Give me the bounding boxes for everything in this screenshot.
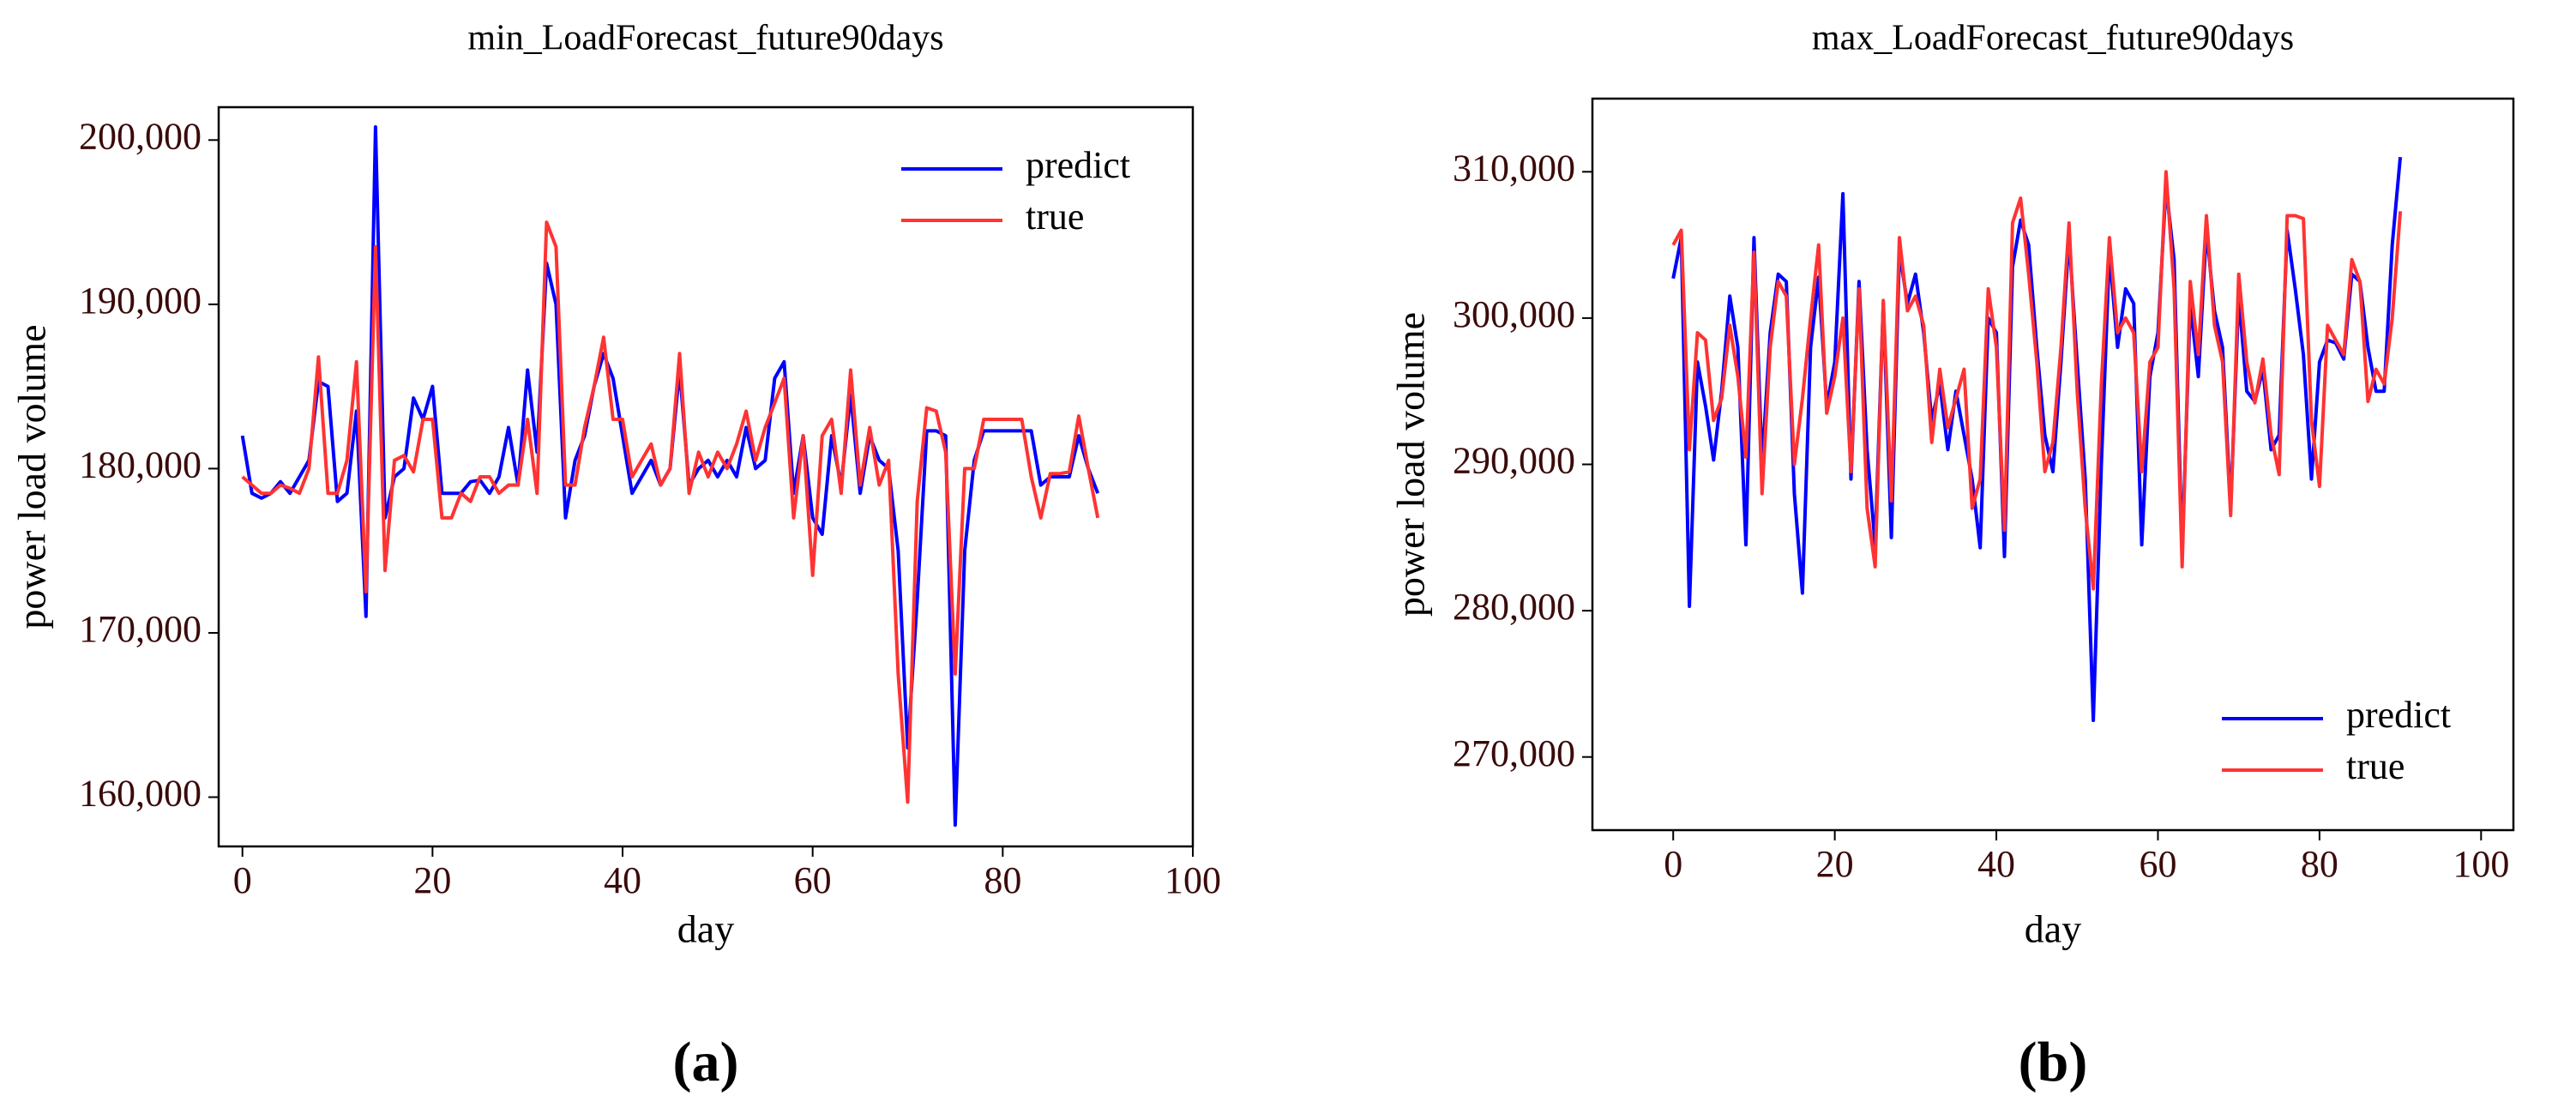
y-tick-label: 170,000 <box>79 608 202 650</box>
y-tick-label: 200,000 <box>79 115 202 157</box>
y-tick-label: 270,000 <box>1453 732 1575 774</box>
x-tick-label: 60 <box>794 859 832 901</box>
x-tick-label: 60 <box>2139 843 2176 885</box>
plot-frame <box>217 105 1195 848</box>
x-tick-label: 0 <box>233 859 252 901</box>
y-axis-label: power load volume <box>1389 312 1433 617</box>
x-tick-label: 20 <box>1816 843 1854 885</box>
y-tick-label: 300,000 <box>1453 293 1575 335</box>
y-tick-label: 160,000 <box>79 773 202 815</box>
x-tick-label: 40 <box>1977 843 2015 885</box>
chart-title: min_LoadForecast_future90days <box>467 19 943 58</box>
y-tick-label: 180,000 <box>79 444 202 486</box>
x-tick-label: 40 <box>604 859 641 901</box>
chart-title: max_LoadForecast_future90days <box>1812 19 2294 58</box>
y-axis-label: power load volume <box>10 324 54 629</box>
line-series <box>241 220 1100 804</box>
x-tick-label: 20 <box>413 859 451 901</box>
x-tick-label: 100 <box>2453 843 2509 885</box>
x-tick-label: 80 <box>984 859 1021 901</box>
legend-label: true <box>2346 745 2404 787</box>
line-series <box>1671 157 2403 722</box>
x-tick-label: 100 <box>1165 859 1221 901</box>
x-axis-label: day <box>2025 907 2081 951</box>
x-tick-label: 80 <box>2301 843 2338 885</box>
y-tick-label: 280,000 <box>1453 586 1575 628</box>
y-tick-label: 290,000 <box>1453 440 1575 482</box>
line-series <box>1671 170 2403 591</box>
panel-label: (a) <box>673 1031 739 1093</box>
y-tick-label: 190,000 <box>79 280 202 322</box>
y-tick-label: 310,000 <box>1453 147 1575 189</box>
panel-label: (b) <box>2019 1031 2088 1093</box>
plot-frame <box>1591 97 2515 832</box>
x-axis-label: day <box>677 907 734 951</box>
x-tick-label: 0 <box>1664 843 1682 885</box>
legend-label: true <box>1026 196 1084 238</box>
legend-label: predict <box>1026 144 1130 186</box>
legend-label: predict <box>2346 694 2451 736</box>
